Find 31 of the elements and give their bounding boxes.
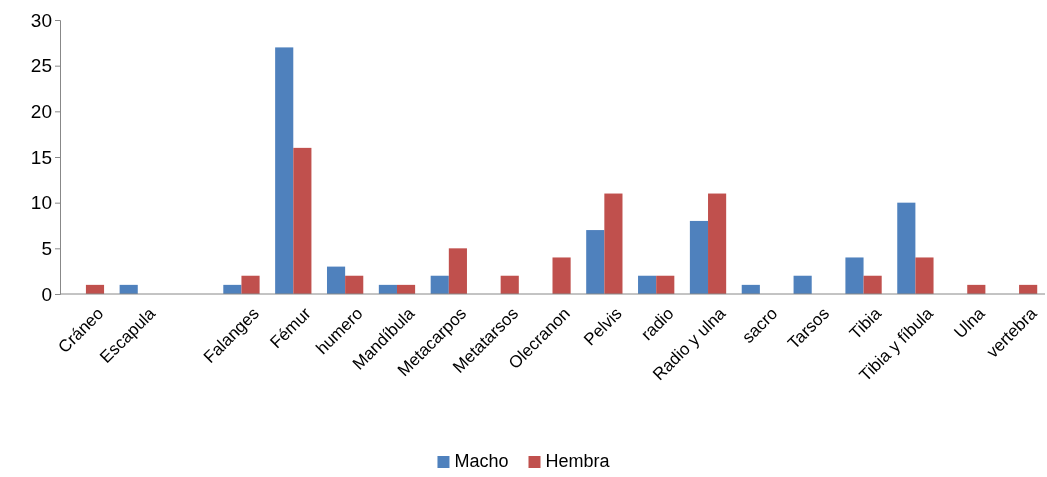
y-tick-label: 30 bbox=[30, 9, 52, 31]
bar bbox=[708, 193, 727, 294]
bar bbox=[689, 220, 709, 294]
y-tick-label: 5 bbox=[41, 237, 52, 259]
bar bbox=[586, 230, 605, 294]
bar bbox=[275, 47, 294, 294]
legend-label: Hembra bbox=[545, 451, 611, 471]
bar bbox=[863, 275, 882, 294]
bar bbox=[241, 275, 260, 294]
bar bbox=[345, 275, 364, 294]
y-tick-label: 0 bbox=[41, 283, 52, 305]
x-tick-label: Tibia bbox=[845, 303, 886, 343]
y-tick-label: 15 bbox=[30, 146, 52, 168]
bar bbox=[430, 275, 449, 294]
bar bbox=[897, 202, 916, 294]
bar bbox=[552, 257, 571, 294]
x-tick-label: Ulna bbox=[950, 303, 989, 343]
bar bbox=[638, 275, 657, 294]
y-tick-label: 20 bbox=[30, 100, 52, 122]
bar bbox=[845, 257, 864, 294]
bar bbox=[448, 248, 467, 294]
bar bbox=[793, 275, 812, 294]
bar bbox=[656, 275, 675, 294]
y-tick-label: 10 bbox=[30, 192, 52, 214]
legend-label: Macho bbox=[454, 451, 509, 471]
bar bbox=[500, 275, 519, 294]
bar bbox=[915, 257, 934, 294]
bar bbox=[293, 147, 312, 294]
bar bbox=[604, 193, 623, 294]
y-tick-label: 25 bbox=[30, 55, 52, 77]
bar bbox=[326, 266, 346, 294]
